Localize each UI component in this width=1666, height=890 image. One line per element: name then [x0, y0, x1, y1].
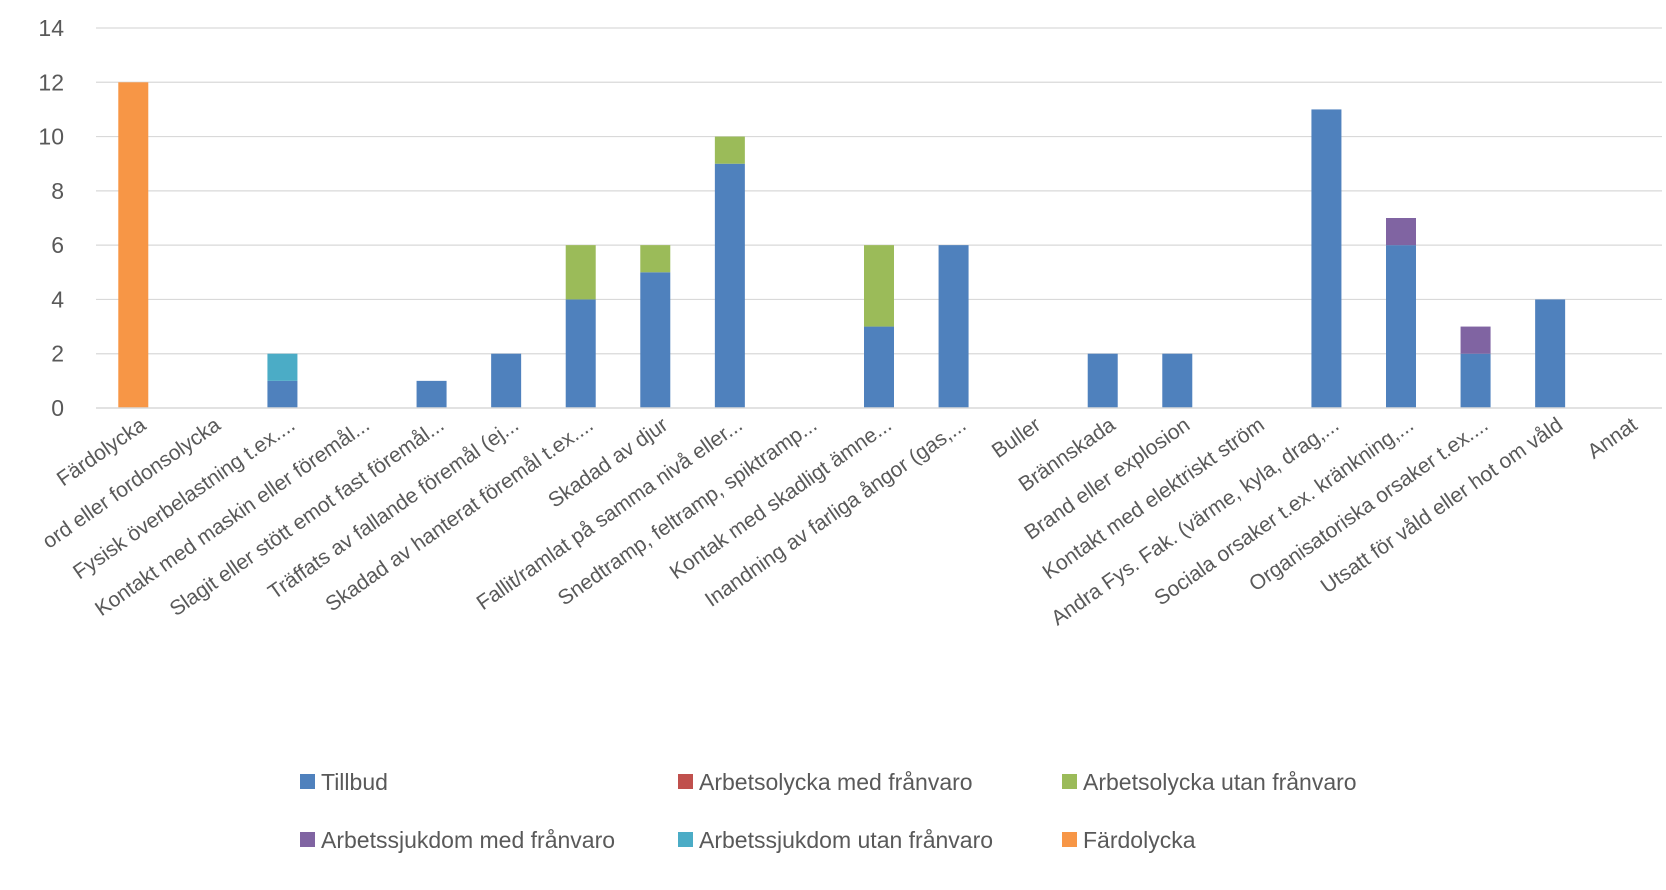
- bars: [118, 82, 1566, 409]
- legend: Tillbud Arbetsolycka med frånvaro Arbetsol…: [300, 769, 1357, 853]
- x-category-label: Slagit eller stött emot fast föremål...: [166, 413, 449, 621]
- y-tick-label: 8: [51, 178, 64, 204]
- bar-segment: [267, 353, 298, 381]
- legend-swatch: [300, 832, 315, 847]
- bar-segment: [640, 245, 671, 273]
- y-tick-label: 6: [51, 232, 64, 258]
- bar-segment: [491, 353, 522, 408]
- bar-segment: [1386, 245, 1416, 408]
- bar-segment: [938, 245, 969, 408]
- y-tick-label: 10: [38, 124, 64, 150]
- x-category-label: Skadad av hanterat föremål t.ex....: [321, 413, 597, 616]
- legend-label: Arbetssjukdom utan frånvaro: [699, 827, 993, 853]
- y-tick-label: 14: [38, 15, 64, 41]
- legend-swatch: [300, 774, 315, 789]
- legend-label: Arbetssjukdom med frånvaro: [321, 827, 615, 853]
- bar-segment: [1087, 353, 1118, 408]
- bar-segment: [1535, 299, 1566, 408]
- bar-segment: [640, 272, 671, 408]
- x-category-label: Fallit/ramlat på samma nivå eller...: [473, 413, 747, 615]
- legend-label: Färdolycka: [1083, 827, 1196, 853]
- x-category-label: Annat: [1583, 413, 1641, 463]
- y-tick-label: 4: [51, 286, 64, 312]
- bar-segment: [565, 299, 596, 408]
- bar-segment: [1460, 326, 1491, 354]
- legend-swatch: [1062, 774, 1077, 789]
- bar-segment: [416, 380, 447, 408]
- legend-label: Arbetsolycka med frånvaro: [699, 769, 973, 795]
- legend-swatch: [678, 832, 693, 847]
- legend-swatch: [678, 774, 693, 789]
- legend-label: Tillbud: [321, 769, 388, 795]
- y-axis-ticks: 0 2 4 6 8 10 12 14: [38, 15, 64, 421]
- bar-segment: [267, 380, 298, 408]
- bar-segment: [1162, 353, 1193, 408]
- bar-segment: [1311, 109, 1342, 408]
- bar-segment: [864, 326, 894, 408]
- bar-segment: [864, 245, 894, 327]
- legend-label: Arbetsolycka utan frånvaro: [1083, 769, 1357, 795]
- bar-segment: [714, 136, 745, 164]
- y-tick-label: 0: [51, 395, 64, 421]
- y-tick-label: 12: [38, 69, 64, 95]
- bar-segment: [714, 163, 745, 408]
- bar-segment: [118, 82, 149, 409]
- y-tick-label: 2: [51, 341, 64, 367]
- x-category-label: Buller: [988, 413, 1045, 463]
- bar-segment: [1386, 218, 1416, 246]
- legend-swatch: [1062, 832, 1077, 847]
- bar-segment: [565, 245, 596, 300]
- bar-segment: [1460, 353, 1491, 408]
